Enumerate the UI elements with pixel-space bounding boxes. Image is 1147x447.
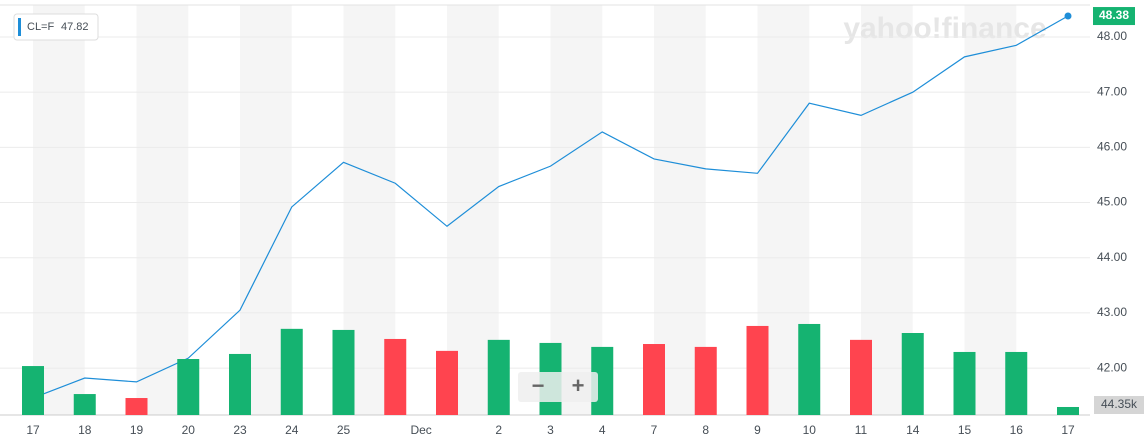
price-tag: [1093, 7, 1135, 26]
x-tick-label: 15: [958, 423, 972, 437]
stripe: [964, 5, 1017, 415]
x-tick-label: 16: [1010, 423, 1024, 437]
watermark: yahoo!finance: [843, 12, 1046, 45]
stripe: [33, 5, 85, 415]
legend-swatch: [18, 18, 21, 36]
month-label: Dec: [410, 423, 431, 437]
x-tick-label: 17: [1061, 423, 1075, 437]
volume-bar: [746, 325, 769, 415]
volume-bar: [643, 344, 665, 415]
x-tick-label: 8: [702, 423, 709, 437]
volume-bar: [332, 329, 355, 415]
volume-bar: [22, 366, 44, 415]
volume-bar: [384, 338, 407, 415]
volume-bar: [125, 398, 148, 415]
stripe: [136, 5, 189, 415]
x-tick-label: 18: [78, 423, 92, 437]
volume-bar: [901, 333, 924, 415]
volume-bar: [694, 346, 717, 415]
volume-bar: [487, 339, 510, 415]
last-dot: [1064, 12, 1072, 20]
volume-bar: [436, 350, 458, 415]
y-tick-label: 46.00: [1097, 140, 1127, 154]
volume-bar: [177, 359, 200, 415]
x-tick-label: 4: [599, 423, 606, 437]
volume-bar: [1057, 406, 1079, 415]
volume-bar: [1005, 351, 1028, 415]
price-line: [32, 15, 1069, 399]
price-tag-label: 48.38: [1099, 8, 1129, 22]
x-tick-label: 24: [285, 423, 299, 437]
volume-bar: [280, 328, 303, 415]
x-tick-label: 25: [337, 423, 351, 437]
y-tick-label: 45.00: [1097, 195, 1127, 209]
y-tick-label: 48.00: [1097, 29, 1127, 43]
x-tick-label: 3: [547, 423, 554, 437]
volume-label: 44.35k: [1101, 397, 1138, 411]
x-tick-label: 19: [130, 423, 144, 437]
zoom-button[interactable]: +: [572, 373, 585, 398]
y-tick-label: 47.00: [1097, 84, 1127, 98]
volume-bar: [850, 339, 872, 415]
x-tick-label: 23: [233, 423, 247, 437]
legend-label: CL=F: [27, 21, 54, 33]
x-tick-label: 17: [26, 423, 40, 437]
zoom-button[interactable]: −: [532, 373, 545, 398]
zoom-box: [518, 372, 598, 402]
x-tick-label: 9: [754, 423, 761, 437]
x-tick-label: 10: [803, 423, 817, 437]
x-tick-label: 2: [495, 423, 502, 437]
y-tick-label: 44.00: [1097, 250, 1127, 264]
x-tick-label: 7: [651, 423, 658, 437]
y-tick-label: 43.00: [1097, 305, 1127, 319]
x-tick-label: 11: [855, 423, 868, 437]
y-tick-label: 42.00: [1097, 360, 1127, 374]
x-tick-label: 14: [906, 423, 920, 437]
volume-bar: [73, 394, 96, 415]
stripes: [33, 5, 1017, 415]
volume-bar: [798, 323, 821, 415]
x-tick-label: 20: [182, 423, 196, 437]
volume-bar: [953, 351, 976, 415]
volume-bar: [229, 353, 251, 415]
volume-tag: [1094, 396, 1144, 414]
legend-box: [13, 13, 99, 41]
legend-value: 47.82: [61, 21, 89, 33]
